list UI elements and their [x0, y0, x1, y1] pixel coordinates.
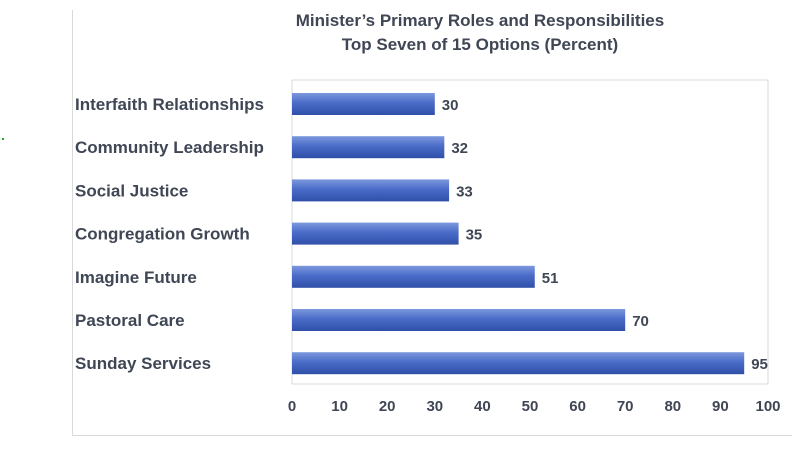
bar [292, 179, 450, 202]
chart-subtitle: Top Seven of 15 Options (Percent) [341, 35, 619, 54]
category-label: Congregation Growth [75, 225, 250, 244]
x-tick-label: 90 [712, 398, 729, 415]
bars-layer: Interfaith Relationships 30 Community Lead… [75, 93, 781, 415]
x-tick-label: 40 [474, 398, 491, 415]
data-label: 95 [751, 356, 768, 373]
category-label: Imagine Future [75, 268, 197, 287]
x-tick-label: 100 [755, 398, 780, 415]
data-label: 35 [466, 227, 483, 244]
stray-mark [2, 138, 4, 140]
x-tick-label: 10 [331, 398, 348, 415]
x-tick-label: 50 [522, 398, 539, 415]
chart-title: Minister’s Primary Roles and Responsibil… [295, 11, 665, 30]
data-label: 70 [632, 313, 649, 330]
x-tick-label: 80 [664, 398, 681, 415]
data-label: 32 [451, 140, 468, 157]
chart-frame [72, 10, 792, 436]
bar [292, 222, 459, 245]
bar [292, 309, 626, 331]
bar [292, 352, 745, 375]
x-tick-label: 0 [288, 398, 296, 415]
category-label: Sunday Services [75, 354, 211, 373]
x-tick-label: 20 [379, 398, 396, 415]
category-label: Pastoral Care [75, 311, 185, 330]
category-label: Community Leadership [75, 138, 264, 157]
data-label: 51 [542, 270, 559, 287]
category-label: Interfaith Relationships [75, 95, 264, 114]
x-tick-label: 70 [617, 398, 634, 415]
data-label: 30 [442, 97, 459, 114]
bar [292, 136, 445, 159]
x-tick-label: 60 [569, 398, 586, 415]
bar [292, 265, 535, 288]
bar [292, 93, 435, 115]
data-label: 33 [456, 183, 473, 200]
x-tick-label: 30 [426, 398, 443, 415]
category-label: Social Justice [75, 181, 188, 200]
